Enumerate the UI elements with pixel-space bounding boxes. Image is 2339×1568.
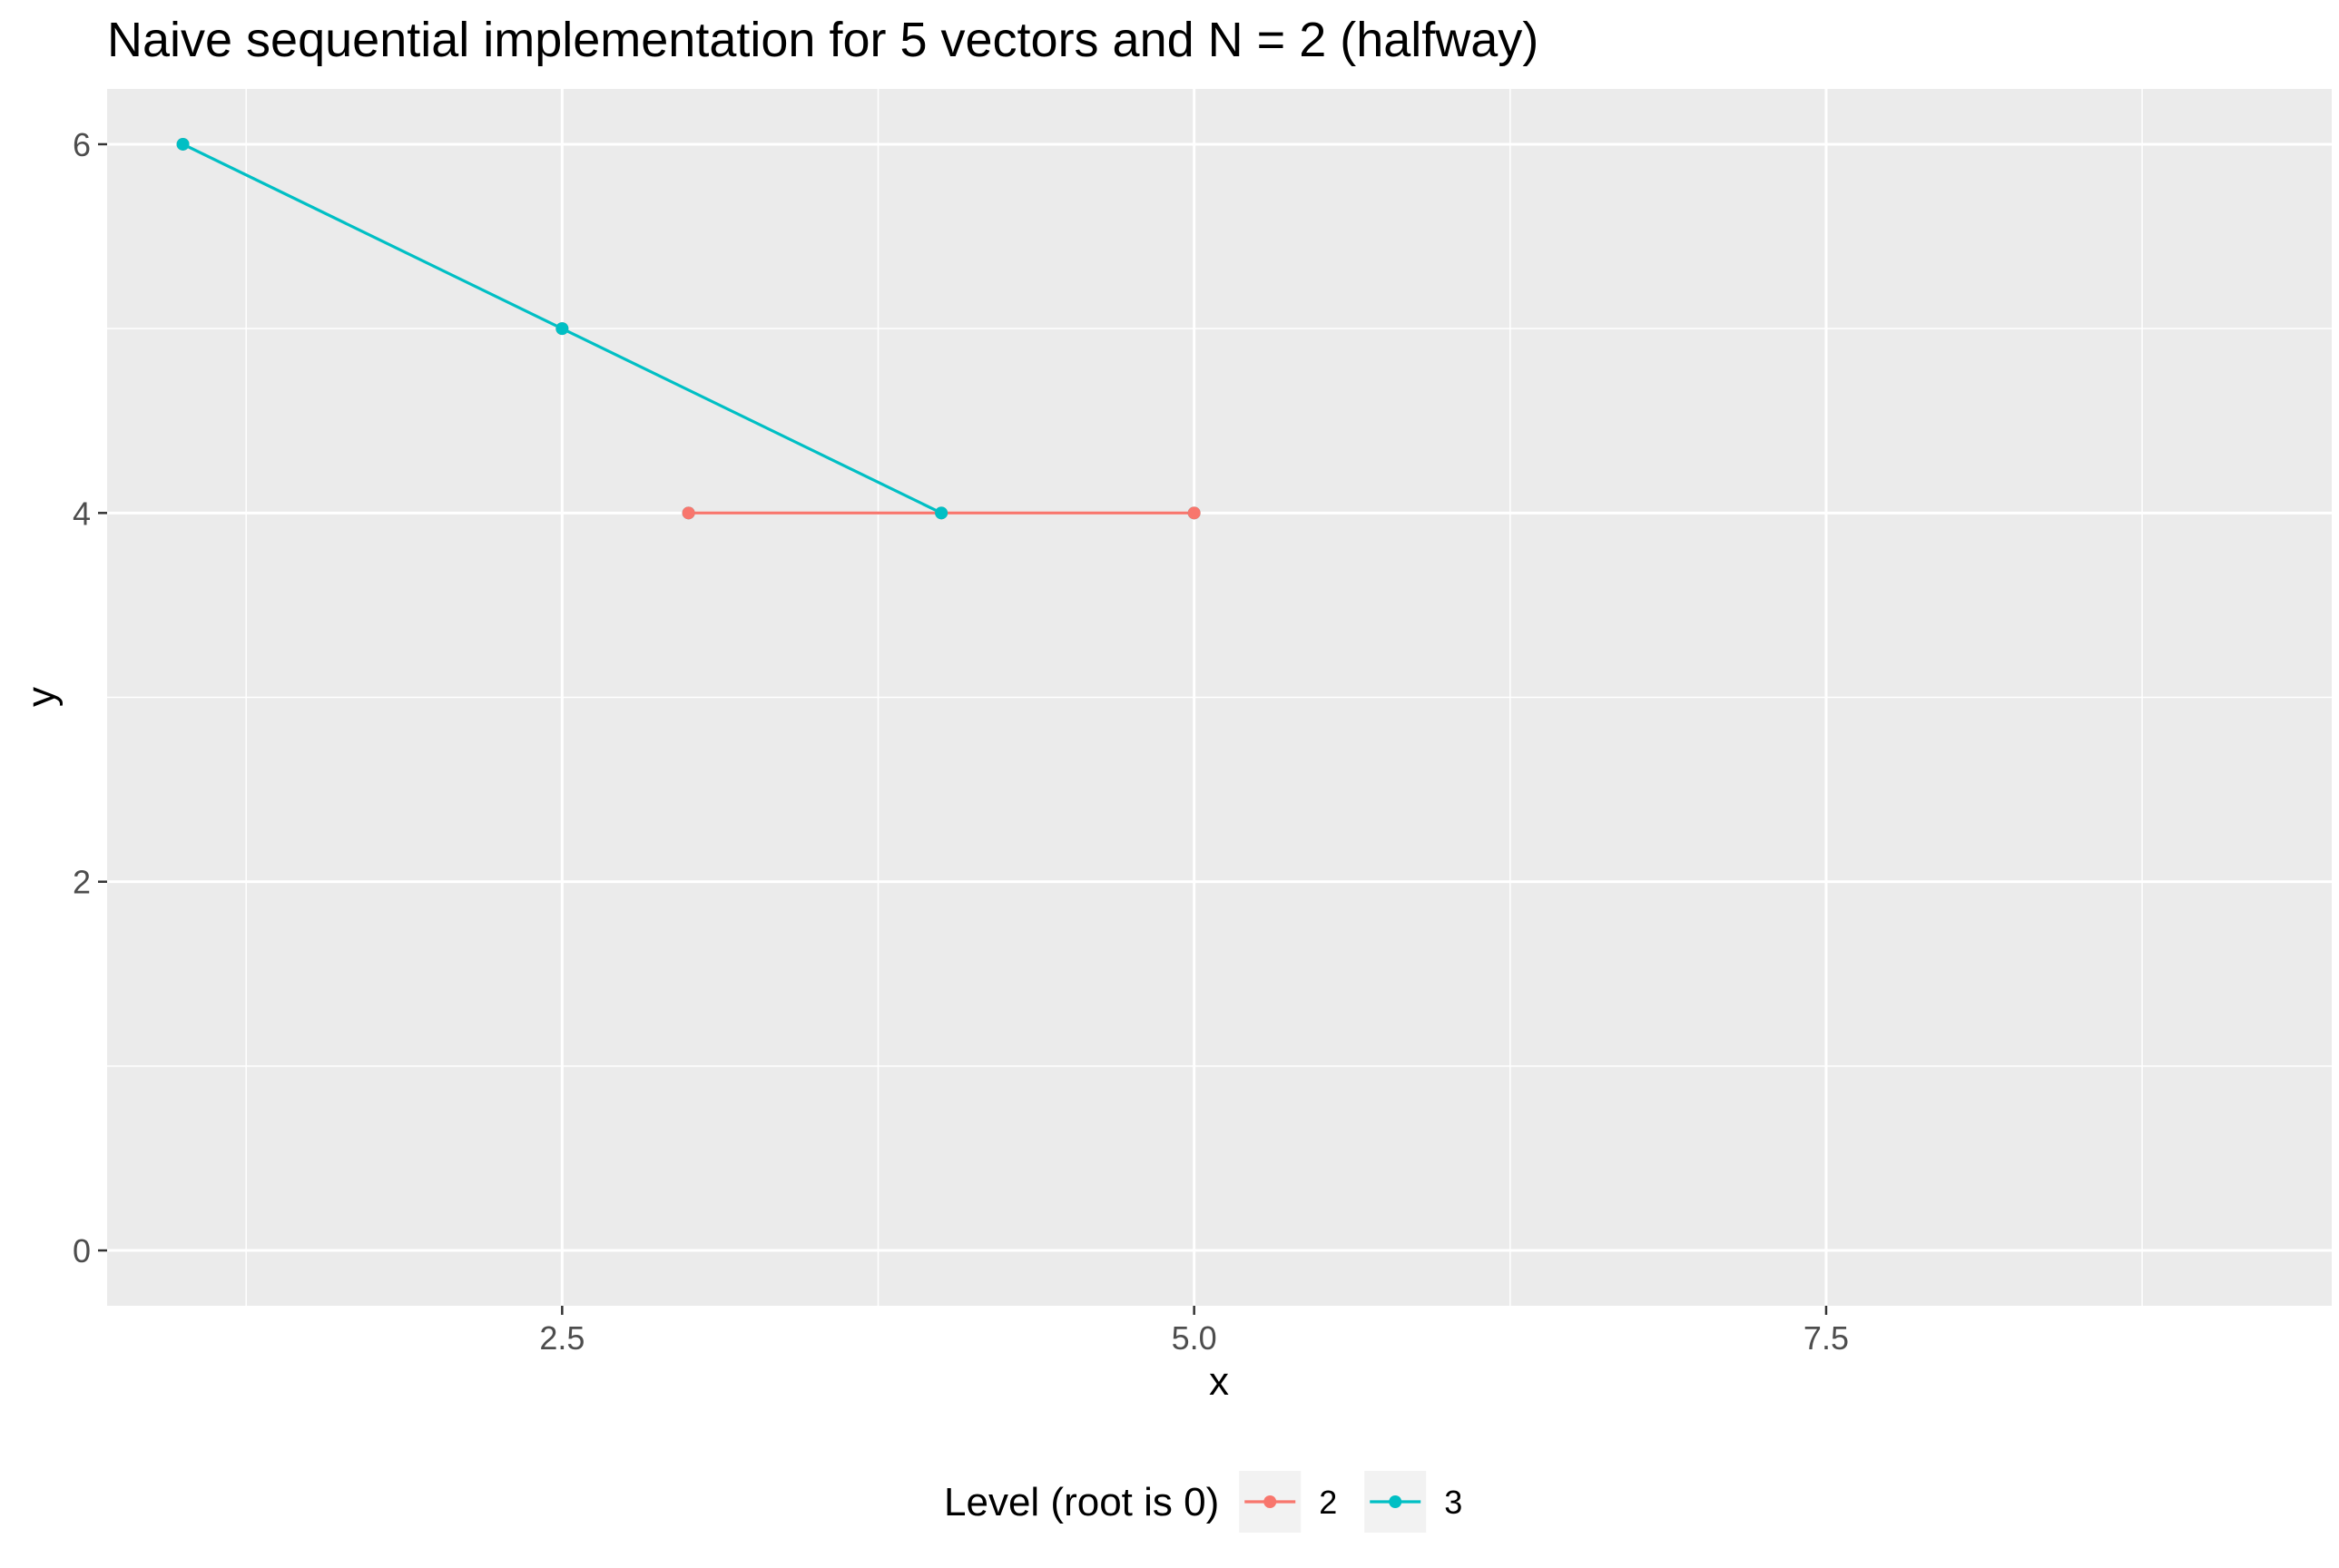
legend-label-3: 3	[1444, 1484, 1462, 1521]
x-tick-label: 7.5	[1803, 1319, 1849, 1357]
x-axis-title: x	[1209, 1359, 1229, 1404]
data-point-series-2	[1187, 506, 1201, 520]
data-point-series-2	[682, 506, 695, 520]
y-tick-label: 2	[73, 864, 91, 901]
y-tick-label: 0	[73, 1232, 91, 1269]
data-point-series-3	[935, 506, 948, 520]
x-tick-labels: 2.5 5.0 7.5	[539, 1319, 1849, 1357]
y-tick-labels: 0 2 4 6	[73, 126, 91, 1269]
y-tick-label: 4	[73, 495, 91, 532]
major-gridlines	[107, 89, 2332, 1306]
legend-label-2: 2	[1319, 1484, 1337, 1521]
y-axis-title: y	[19, 687, 64, 707]
y-tick-label: 6	[73, 126, 91, 163]
minor-gridlines	[107, 89, 2332, 1306]
data-point-series-3	[555, 322, 569, 336]
legend-key-point-3	[1389, 1495, 1402, 1508]
data-point-series-3	[176, 137, 190, 151]
legend-key-point-2	[1263, 1495, 1277, 1508]
legend-title: Level (root is 0)	[944, 1480, 1219, 1524]
series-points	[176, 137, 1201, 520]
x-tick-label: 5.0	[1172, 1319, 1217, 1357]
x-tick-label: 2.5	[539, 1319, 585, 1357]
chart-title: Naive sequential implementation for 5 ve…	[107, 13, 1538, 67]
axis-ticks	[98, 142, 1828, 1315]
